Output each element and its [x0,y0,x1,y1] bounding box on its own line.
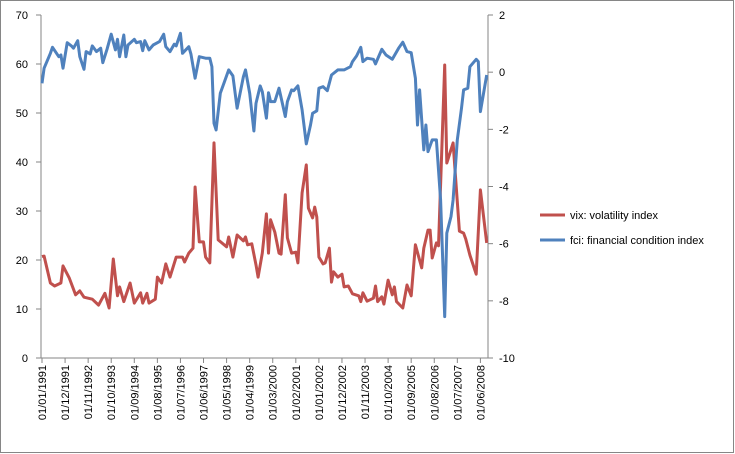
left-y-ticks: 0 10 20 30 40 50 60 70 [16,10,41,365]
right-tick-label: -6 [499,239,509,251]
x-tick-label: 01/01/2002 [314,365,326,420]
left-tick-label: 30 [16,206,28,218]
x-tick-label: 01/11/2003 [360,365,372,419]
x-tick-label: 01/08/1995 [152,365,164,420]
x-tick-label: 01/01/1991 [37,365,49,420]
left-tick-label: 10 [16,304,28,316]
right-tick-label: -4 [499,182,509,194]
series-lines [40,31,489,319]
x-tick-label: 01/07/1996 [175,365,187,420]
legend-label-fci: fci: financial condition index [570,235,704,247]
x-tick-label: 01/09/1994 [129,365,141,420]
left-tick-label: 20 [16,255,28,267]
legend: vix: volatility index fci: financial con… [540,210,704,247]
x-tick-label: 01/02/2001 [291,365,303,420]
right-tick-label: 2 [499,10,505,22]
x-tick-label: 01/06/1997 [199,365,211,420]
right-tick-label: 0 [499,67,505,79]
left-tick-label: 70 [16,10,28,22]
x-tick-label: 01/08/2006 [429,365,441,420]
x-ticks: 01/01/1991 01/12/1991 01/11/1992 01/10/1993… [37,358,487,420]
x-tick-label: 01/10/2004 [383,365,395,420]
x-tick-label: 01/12/1991 [60,365,72,420]
left-tick-label: 40 [16,157,28,169]
legend-label-vix: vix: volatility index [570,210,659,222]
right-tick-label: -2 [499,124,509,136]
x-tick-label: 01/05/1998 [222,365,234,420]
series-line-fci [40,31,489,319]
x-tick-label: 01/07/2007 [452,365,464,420]
legend-item-fci: fci: financial condition index [540,235,704,247]
x-tick-label: 01/12/2002 [337,365,349,420]
right-tick-label: -10 [499,353,515,365]
x-tick-label: 01/11/1992 [83,365,95,419]
x-tick-label: 01/09/2005 [406,365,418,420]
right-tick-label: -8 [499,296,509,308]
x-tick-label: 01/06/2008 [475,365,487,420]
right-y-ticks: -10 -8 -6 -4 -2 0 2 [488,10,515,365]
left-tick-label: 0 [22,353,28,365]
series-line-vix [41,63,489,310]
x-tick-label: 01/03/2000 [268,365,280,420]
left-tick-label: 50 [16,108,28,120]
x-tick-label: 01/10/1993 [106,365,118,420]
legend-item-vix: vix: volatility index [540,210,659,222]
left-tick-label: 60 [16,59,28,71]
x-tick-label: 01/04/1999 [245,365,257,420]
